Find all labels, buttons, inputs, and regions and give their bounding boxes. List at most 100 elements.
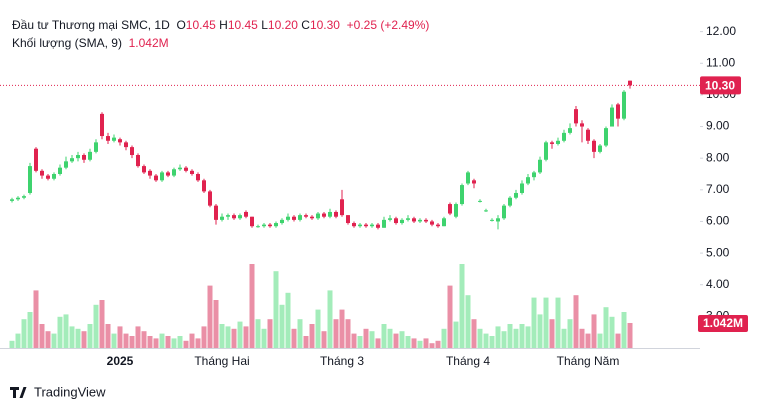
y-tick-label: 11.00: [706, 55, 735, 69]
candle-body: [460, 185, 464, 205]
volume-bar: [495, 326, 501, 348]
volume-bar: [183, 340, 189, 348]
volume-bar: [33, 290, 39, 348]
volume-bar: [291, 328, 297, 348]
legend-key: O: [176, 18, 186, 32]
volume-bar: [189, 333, 195, 348]
volume-bar: [501, 331, 507, 348]
candle-body: [388, 218, 392, 220]
legend-key: C: [301, 18, 310, 32]
candle-body: [184, 167, 188, 171]
candle-body: [166, 172, 170, 176]
volume-bar: [15, 333, 21, 348]
candle-body: [46, 175, 50, 179]
volume-bar: [99, 300, 105, 348]
volume-bar: [51, 333, 57, 348]
volume-bar: [315, 309, 321, 348]
tradingview-logo: [10, 387, 27, 398]
volume-bar: [9, 340, 15, 348]
volume-bar: [255, 319, 261, 348]
candle-body: [418, 219, 422, 222]
candle-body: [16, 197, 20, 200]
candle-body: [556, 140, 560, 144]
candle-body: [196, 174, 200, 181]
volume-bar: [93, 304, 99, 348]
candle-body: [358, 224, 362, 227]
volume-bar: [249, 264, 255, 348]
volume-bar: [531, 297, 537, 348]
volume-bar: [105, 324, 111, 348]
candle-body: [538, 159, 542, 173]
candle-body: [64, 161, 68, 168]
legend-key: H: [219, 18, 228, 32]
volume-bar: [567, 319, 573, 348]
volume-legend: Khối lượng (SMA, 9) 1.042M: [12, 34, 429, 52]
volume-bar: [333, 319, 339, 348]
candle-body: [262, 224, 266, 227]
candle-body: [310, 216, 314, 219]
volume-bar: [87, 324, 93, 348]
candle-body: [292, 216, 296, 220]
candle-body: [214, 205, 218, 220]
candle-body: [364, 224, 368, 227]
legend-value: 10.30: [309, 18, 340, 32]
candle-body: [514, 192, 518, 198]
candle-body: [136, 155, 140, 167]
volume-bar: [75, 328, 81, 348]
y-tick-label: 9.00: [706, 119, 730, 133]
candle-body: [238, 215, 242, 219]
volume-bar: [537, 314, 543, 348]
volume-value: 1.042M: [128, 36, 169, 50]
candle-body: [346, 215, 350, 224]
volume-bar: [147, 336, 153, 348]
volume-bar: [423, 338, 429, 348]
volume-bar: [21, 319, 27, 348]
legend-value: 10.20: [267, 18, 298, 32]
volume-bar: [525, 326, 531, 348]
last-price-label: 10.30: [705, 79, 735, 93]
volume-bar: [141, 331, 147, 348]
candle-body: [178, 167, 182, 170]
last-volume-label: 1.042M: [703, 316, 743, 330]
candle-body: [70, 158, 74, 162]
volume-bar: [417, 340, 423, 348]
candle-body: [244, 211, 248, 217]
legend-value: 10.45: [185, 18, 216, 32]
candle-body: [256, 226, 260, 228]
volume-bar: [63, 314, 69, 348]
candle-body: [148, 170, 152, 176]
candle-body: [598, 145, 602, 152]
candle-body: [370, 224, 374, 227]
candle-body: [118, 139, 122, 143]
volume-bar: [345, 319, 351, 348]
candle-body: [484, 210, 488, 212]
volume-bar: [393, 333, 399, 348]
candle-body: [52, 174, 56, 179]
candle-body: [436, 224, 440, 227]
candle-body: [28, 166, 32, 193]
volume-bar: [519, 324, 525, 348]
candle-body: [316, 213, 320, 219]
candle-body: [334, 211, 338, 217]
volume-name: Khối lượng (SMA, 9): [12, 36, 122, 50]
volume-bar: [81, 331, 87, 348]
candle-body: [568, 128, 572, 133]
last-volume-tag: [698, 314, 748, 332]
candle-body: [586, 129, 590, 141]
volume-bar: [111, 333, 117, 348]
candle-body: [532, 172, 536, 178]
candle-body: [628, 80, 632, 86]
candle-body: [472, 180, 476, 184]
candle-body: [274, 223, 278, 227]
x-tick-label: Tháng Năm: [557, 354, 620, 368]
volume-bar: [549, 319, 555, 348]
symbol-title: Đầu tư Thương mại SMC, 1D: [12, 18, 170, 32]
volume-bar: [45, 331, 51, 348]
volume-bar: [351, 333, 357, 348]
candle-body: [340, 199, 344, 216]
volume-bar: [507, 324, 513, 348]
candle-body: [352, 223, 356, 227]
candle-body: [616, 104, 620, 119]
